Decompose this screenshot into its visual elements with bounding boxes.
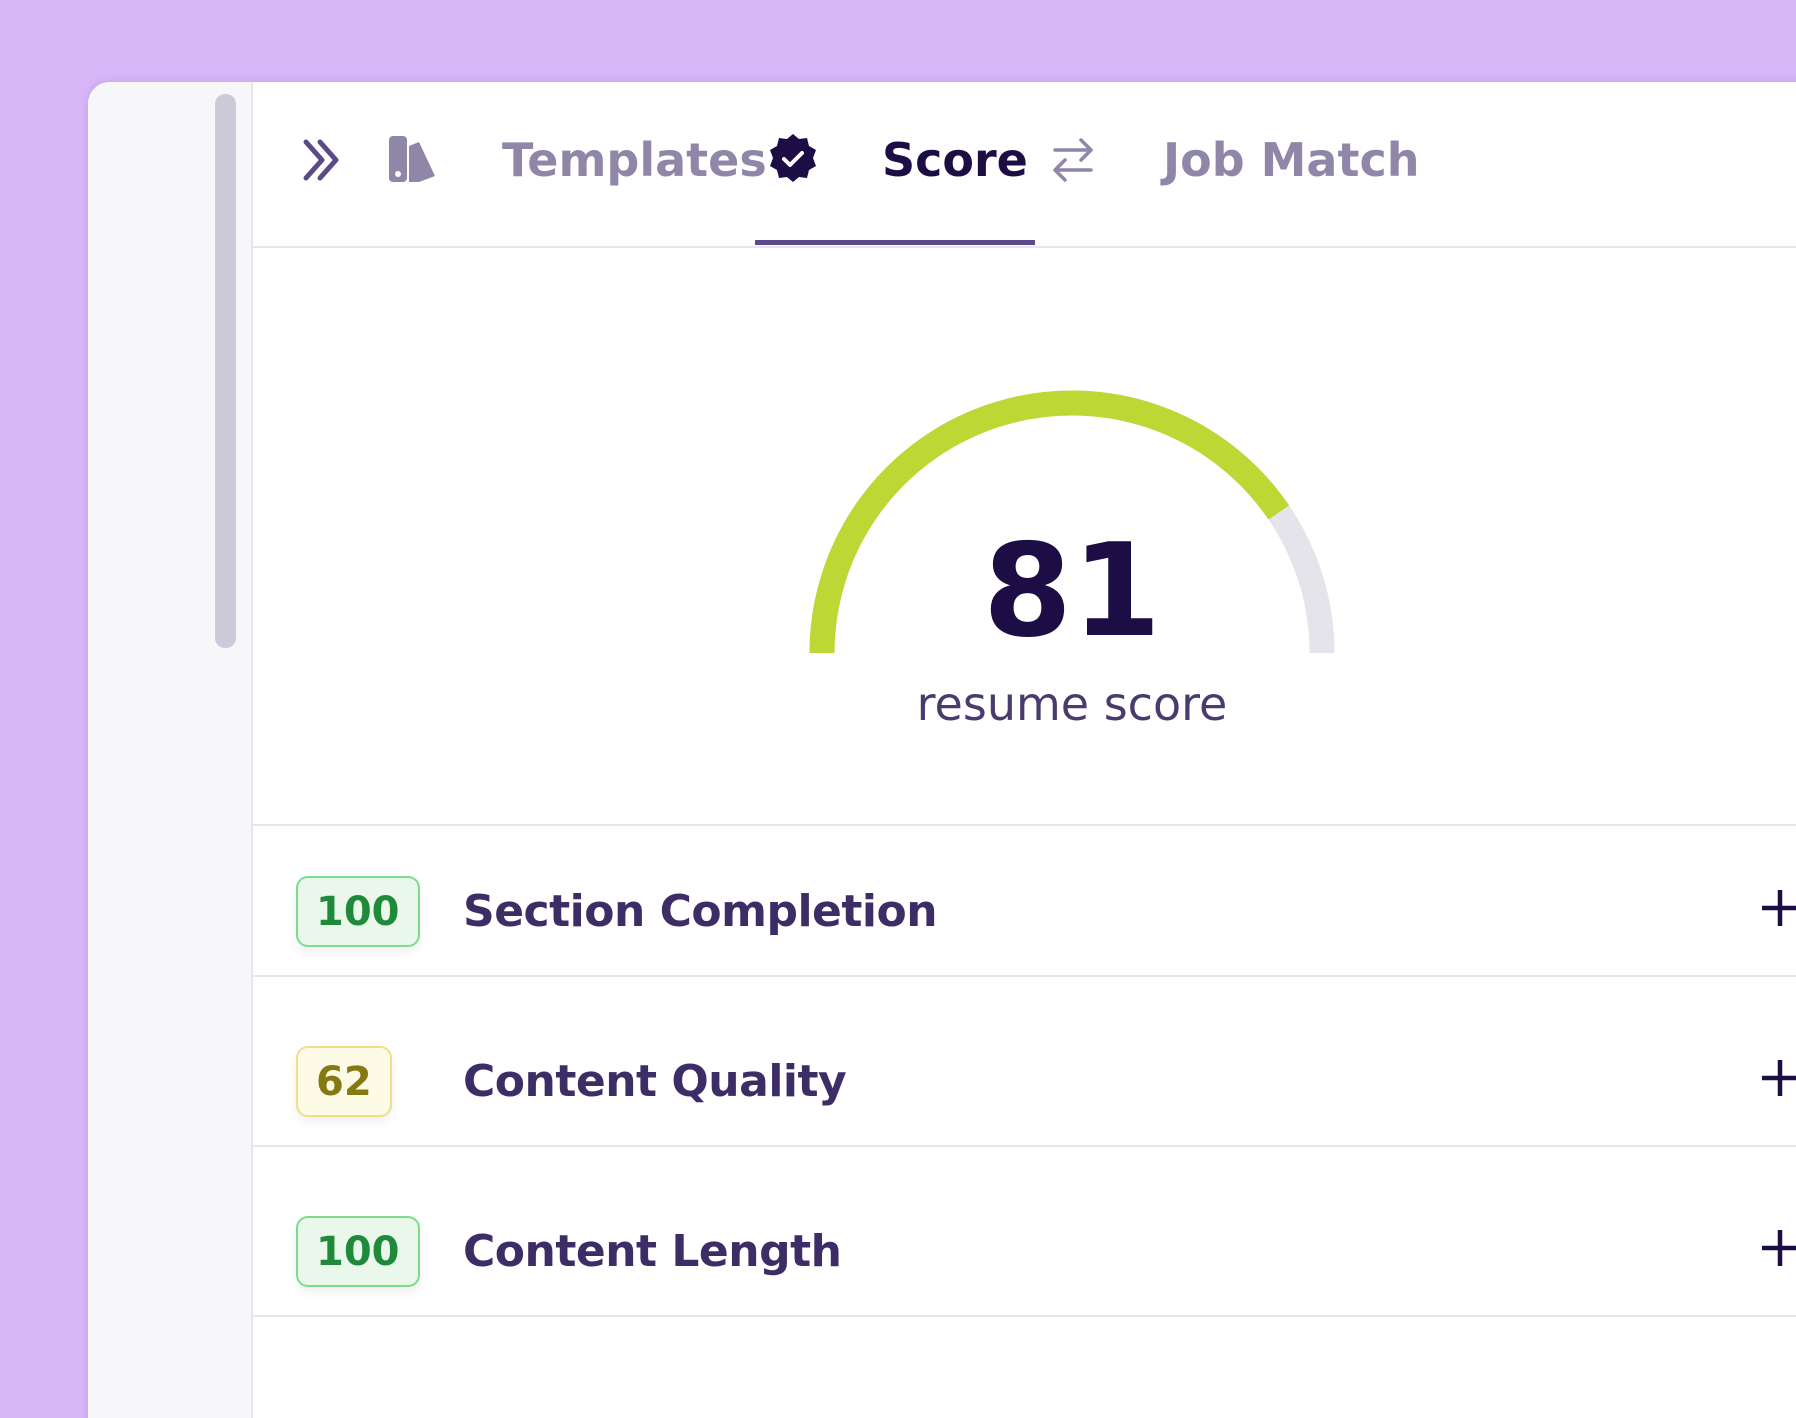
divider [253,824,1796,826]
tab[interactable]: Job Match [1163,133,1420,187]
divider [253,246,1796,248]
tab-icon [770,134,816,182]
gauge-fill [809,390,1290,654]
active-tab-indicator [755,240,1035,245]
panel: 81 resume score Templates Score Job Match 1… [88,82,1796,1418]
expand-icon[interactable] [298,134,350,186]
section-label[interactable]: Content Length [463,1226,842,1277]
expand-button[interactable] [1760,1042,1796,1113]
score-badge: 100 [296,1216,420,1287]
tab[interactable]: Score [882,133,1028,187]
score-badge: 62 [296,1046,392,1117]
tab-icon [1053,138,1093,182]
expand-button[interactable] [1760,1212,1796,1283]
score-label: resume score [916,677,1228,731]
score-badge: 100 [296,876,420,947]
divider [253,1145,1796,1147]
score-value: 81 [982,517,1162,666]
score-gauge [809,390,1335,654]
section-label[interactable]: Section Completion [463,886,938,937]
expand-button[interactable] [1760,872,1796,943]
plus-icon [1762,1229,1796,1266]
plus-icon [1762,889,1796,926]
plus-icon [1762,1059,1796,1096]
divider [253,975,1796,977]
tab-icon [389,136,435,182]
scrollbar[interactable] [215,94,236,648]
section-label[interactable]: Content Quality [463,1056,847,1107]
tab[interactable]: Templates [502,133,767,187]
divider [253,1315,1796,1317]
sidebar [88,82,253,1418]
